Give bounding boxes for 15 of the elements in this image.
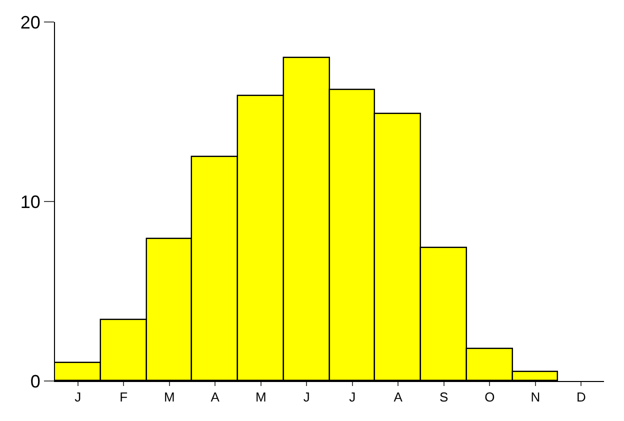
y-tick-label: 0 [30, 371, 40, 392]
x-tick-label: N [530, 390, 540, 405]
x-tick-label: F [120, 390, 128, 405]
x-tick-label: J [303, 390, 310, 405]
x-tick-label: J [349, 390, 356, 405]
x-tick-label: S [440, 390, 449, 405]
x-tick-label: D [576, 390, 586, 405]
x-tick-label: M [164, 390, 175, 405]
x-tick-label: A [210, 390, 220, 405]
y-tick-label: 20 [20, 12, 40, 32]
x-tick-label: O [484, 390, 495, 405]
x-tick-label: A [394, 390, 403, 405]
y-tick-label: 10 [20, 192, 40, 212]
x-tick-label: M [255, 390, 266, 405]
x-tick-label: J [74, 390, 82, 405]
